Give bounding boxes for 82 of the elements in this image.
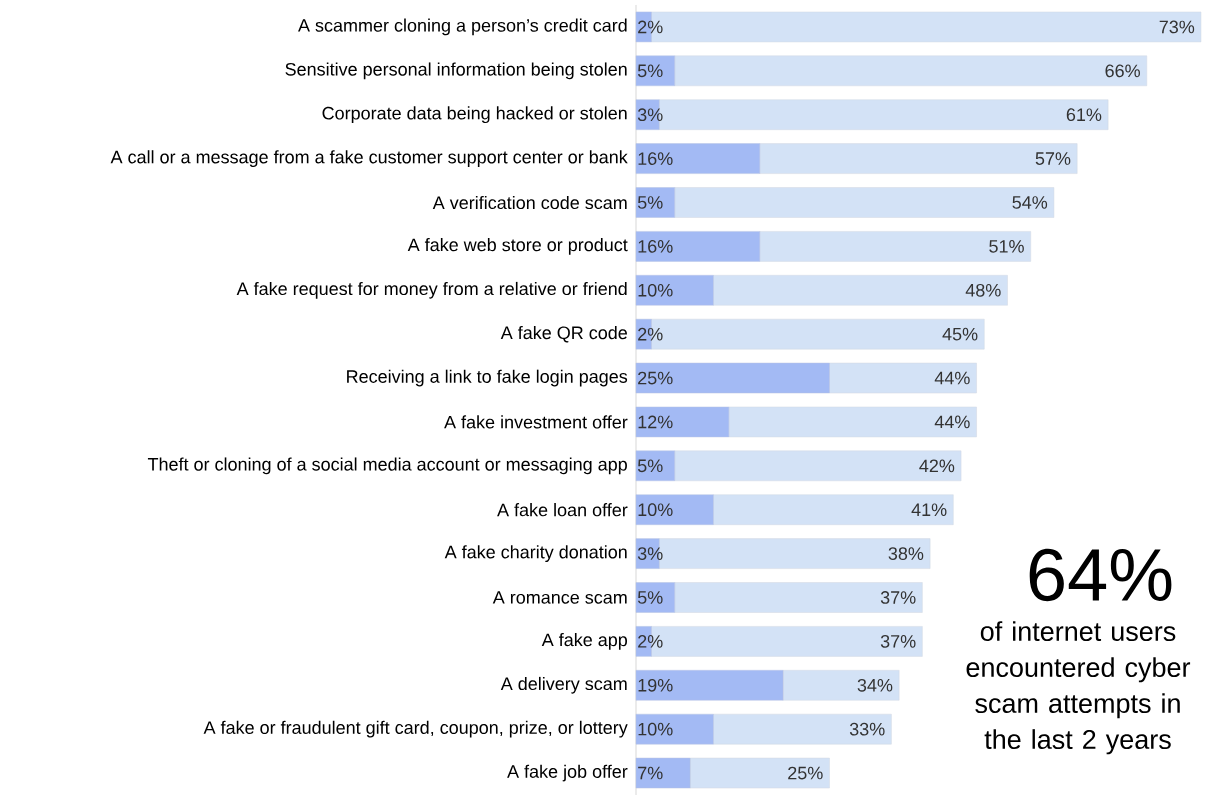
y-tick-label: A fake investment offer [444, 415, 628, 429]
bar [728, 406, 977, 438]
data-label: 10% [638, 283, 673, 297]
bar [759, 231, 1031, 262]
bar [713, 275, 1008, 306]
annotation: 64% [1029, 548, 1172, 602]
total-label: 61% [1066, 108, 1102, 122]
bar [782, 670, 900, 701]
data-label: 10% [638, 503, 673, 517]
bar [635, 406, 730, 438]
data-label: 16% [638, 239, 673, 253]
y-tick-label: Receiving a link to fake login pages [347, 369, 628, 387]
data-label: 2% [638, 20, 663, 34]
bar [674, 582, 923, 613]
bar [635, 362, 830, 394]
data-label: 16% [638, 152, 673, 165]
bar [713, 713, 892, 745]
data-label: 3% [637, 547, 663, 560]
data-label: 5% [637, 591, 663, 604]
y-tick-label: A verification code scam [432, 195, 627, 210]
y-tick-label: A delivery scam [500, 676, 627, 694]
y-tick-label: A fake job offer [507, 764, 628, 782]
total-label: 54% [1012, 196, 1048, 209]
bar [689, 757, 830, 789]
total-label: 38% [888, 547, 924, 560]
data-label: 25% [638, 371, 673, 385]
bar [635, 582, 675, 613]
total-label: 34% [857, 678, 893, 692]
data-label: 3% [637, 108, 663, 122]
y-tick-label: A fake charity donation [444, 545, 627, 562]
bar [674, 450, 962, 482]
total-label: 73% [1159, 20, 1195, 34]
data-label: 2% [638, 327, 663, 341]
total-label: 44% [934, 415, 970, 429]
total-label: 48% [965, 283, 1001, 297]
y-tick-label: A fake loan offer [497, 503, 628, 517]
bar [635, 450, 675, 482]
data-label: 7% [638, 766, 663, 780]
y-tick-label: A scammer cloning a person’s credit card [298, 18, 627, 36]
y-tick-label: A call or a message from a fake customer support center or bank [110, 150, 628, 167]
total-label: 33% [849, 722, 885, 736]
bar [635, 187, 675, 218]
total-label: 51% [989, 240, 1024, 253]
total-label: 37% [880, 634, 916, 648]
data-label: 5% [637, 459, 663, 473]
bar [635, 275, 714, 306]
data-label: 19% [638, 678, 673, 692]
data-label: 5% [637, 64, 663, 78]
total-label: 37% [880, 591, 916, 604]
bar [635, 231, 761, 262]
bar [635, 713, 714, 745]
bar [674, 187, 1055, 218]
data-label: 10% [638, 722, 673, 736]
bar [635, 143, 761, 174]
total-label: 41% [911, 503, 947, 517]
total-label: 66% [1105, 64, 1140, 78]
annotation: of internet users encountered cyber scam attempts in the last 2 years [966, 621, 1191, 755]
total-label: 42% [919, 459, 955, 473]
bar [635, 757, 691, 789]
total-label: 25% [788, 766, 823, 780]
data-label: 12% [638, 415, 673, 429]
bar [635, 55, 675, 87]
y-tick-label: A fake request for money from a relative or friend [236, 281, 627, 299]
total-label: 44% [934, 371, 970, 385]
y-tick-label: Sensitive personal information being stolen [285, 62, 627, 80]
y-tick-label: A fake QR code [500, 325, 627, 343]
y-tick-label: A fake app [541, 632, 628, 650]
total-label: 57% [1035, 152, 1071, 165]
total-label: 45% [942, 327, 978, 341]
y-tick-label: A fake web store or product [407, 237, 628, 255]
bar [674, 55, 1148, 87]
bar [713, 494, 954, 525]
y-tick-label: A romance scam [492, 591, 627, 604]
bar [635, 494, 714, 525]
y-tick-label: Corporate data being hacked or stolen [322, 106, 627, 124]
data-label: 2% [638, 635, 663, 648]
bar [635, 670, 784, 701]
bar [759, 143, 1078, 174]
y-tick-label: A fake or fraudulent gift card, coupon, prize, or lottery [203, 720, 628, 738]
data-label: 5% [637, 196, 663, 209]
bar [829, 362, 977, 394]
y-tick-label: Theft or cloning of a social media account or messaging app [147, 457, 627, 475]
